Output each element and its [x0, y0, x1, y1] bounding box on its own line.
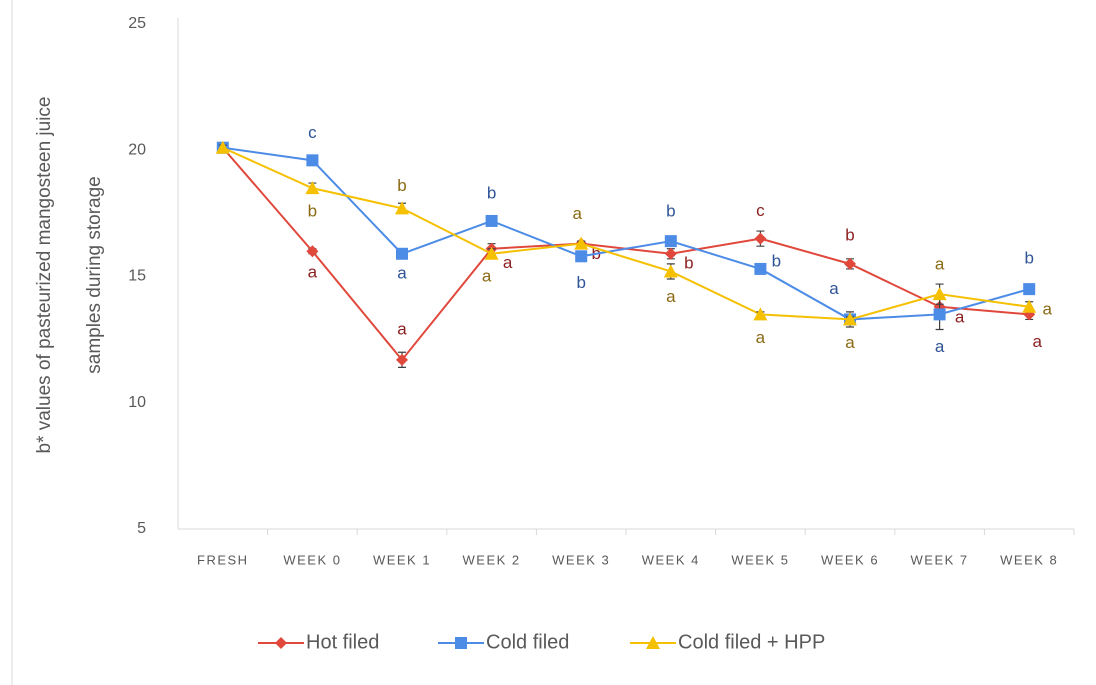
- significance-letter: c: [308, 123, 317, 142]
- significance-letter: b: [576, 273, 585, 292]
- significance-letter: a: [397, 319, 407, 338]
- significance-letter: b: [487, 183, 496, 202]
- y-tick-label: 5: [137, 520, 146, 537]
- series-line: [223, 148, 1029, 320]
- significance-letter: b: [772, 251, 781, 270]
- significance-letter: a: [666, 287, 676, 306]
- significance-letter: b: [1024, 249, 1033, 268]
- legend-label: Hot filed: [306, 631, 379, 653]
- significance-letter: b: [397, 176, 406, 195]
- significance-letter: a: [482, 266, 492, 285]
- x-tick-label: WEEK 0: [283, 552, 341, 567]
- y-tick-label: 15: [128, 268, 146, 285]
- x-tick-label: FRESH: [197, 552, 249, 567]
- marker: [305, 181, 319, 194]
- x-tick-label: WEEK 8: [1000, 552, 1058, 567]
- marker: [665, 248, 677, 260]
- x-tick-label: WEEK 7: [911, 552, 969, 567]
- marker: [754, 233, 766, 245]
- y-tick-label: 10: [128, 394, 146, 411]
- y-tick-label: 20: [128, 141, 146, 158]
- significance-letter: a: [756, 328, 766, 347]
- significance-letter: b: [666, 202, 675, 221]
- y-tick-label: 25: [128, 15, 146, 32]
- marker: [1023, 283, 1035, 295]
- y-axis-label: b* values of pasteurized mangosteen juic…: [34, 96, 55, 453]
- marker: [486, 215, 498, 227]
- significance-letter: a: [503, 253, 513, 272]
- significance-letter: a: [308, 263, 318, 282]
- x-tick-label: WEEK 2: [463, 552, 521, 567]
- x-tick-label: WEEK 3: [552, 552, 610, 567]
- significance-letter: b: [684, 253, 693, 272]
- x-tick-label: WEEK 6: [821, 552, 879, 567]
- significance-letter: b: [845, 225, 854, 244]
- x-tick-label: WEEK 1: [373, 552, 431, 567]
- x-tick-label: WEEK 4: [642, 552, 700, 567]
- significance-letter: a: [1042, 299, 1052, 318]
- marker: [396, 248, 408, 260]
- marker: [933, 287, 947, 300]
- marker: [844, 258, 856, 270]
- significance-letter: a: [397, 263, 407, 282]
- significance-letter: a: [829, 279, 839, 298]
- significance-letter: a: [572, 204, 582, 223]
- chart: b* values of pasteurized mangosteen juic…: [0, 0, 1096, 685]
- series-line: [223, 148, 1029, 320]
- significance-letter: c: [756, 201, 765, 220]
- marker: [275, 637, 287, 649]
- legend-label: Cold filed + HPP: [678, 631, 825, 653]
- marker: [575, 250, 587, 262]
- significance-letter: b: [308, 202, 317, 221]
- marker: [665, 235, 677, 247]
- significance-letter: a: [845, 333, 855, 352]
- x-tick-label: WEEK 5: [731, 552, 789, 567]
- marker: [934, 308, 946, 320]
- significance-letter: a: [935, 337, 945, 356]
- marker: [306, 154, 318, 166]
- significance-letter: a: [1032, 332, 1042, 351]
- series-line: [223, 148, 1029, 360]
- legend-label: Cold filed: [486, 631, 569, 653]
- marker: [754, 263, 766, 275]
- marker: [455, 637, 467, 649]
- y-axis-label: samples during storage: [84, 176, 105, 374]
- significance-letter: a: [935, 255, 945, 274]
